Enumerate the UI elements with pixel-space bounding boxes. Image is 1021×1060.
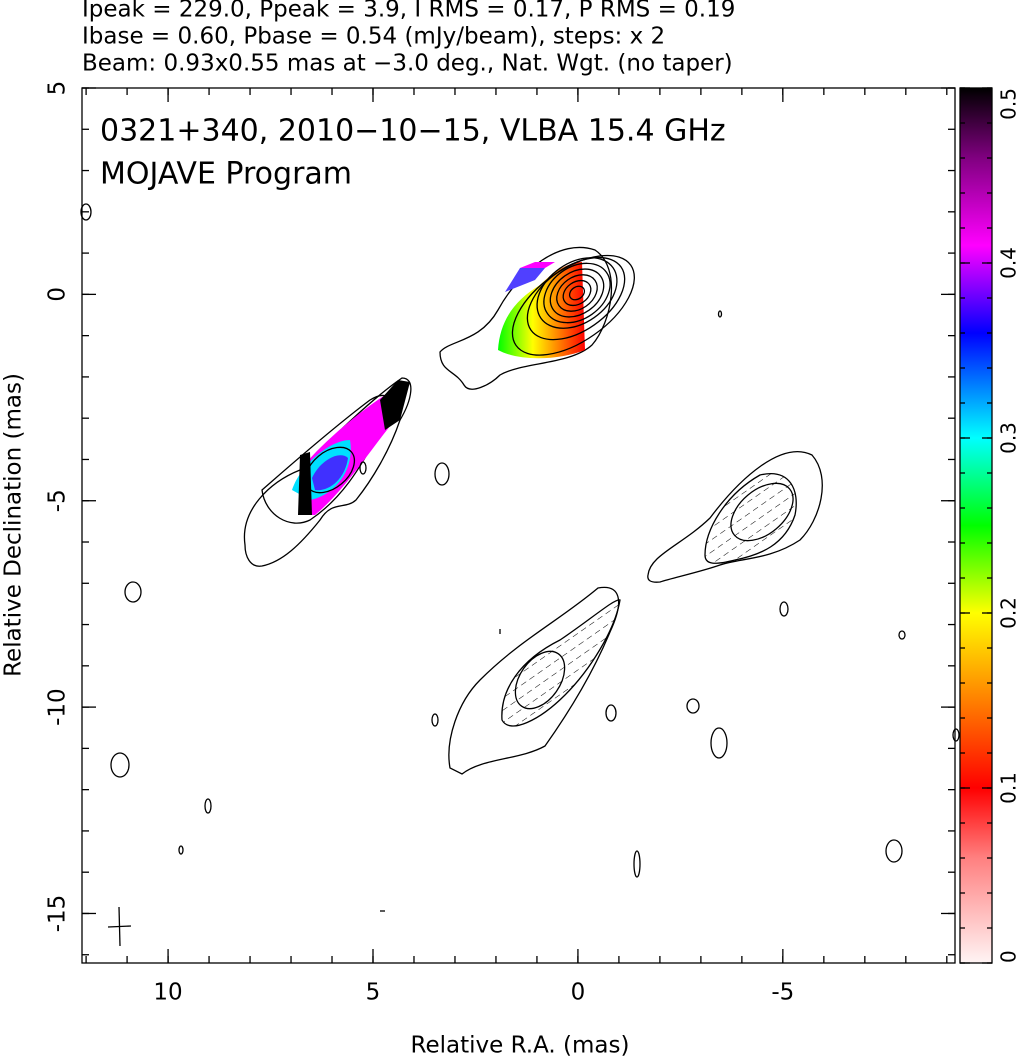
contour	[304, 446, 356, 494]
polarization-patch	[298, 452, 312, 515]
map-title: 0321+340, 2010−10−15, VLBA 15.4 GHz	[100, 114, 726, 149]
contour	[556, 274, 598, 312]
contour	[710, 727, 728, 759]
contour	[448, 586, 620, 775]
y-tick-label: 5	[45, 81, 71, 96]
contour	[647, 451, 823, 583]
hatched-region	[704, 473, 797, 564]
y-axis-label: Relative Declination (mas)	[1, 373, 27, 677]
contour	[717, 310, 723, 318]
header-line: Ibase = 0.60, Pbase = 0.54 (mJy/beam), s…	[82, 24, 665, 50]
map-subtitle: MOJAVE Program	[100, 157, 352, 192]
x-tick-label: 5	[366, 980, 381, 1006]
polarization-patch	[505, 268, 545, 292]
contour	[434, 462, 450, 486]
header-line: Ipeak = 229.0, Ppeak = 3.9, I RMS = 0.17…	[82, 0, 735, 23]
emission-map	[80, 203, 960, 947]
contour	[633, 850, 641, 878]
header: Ipeak = 229.0, Ppeak = 3.9, I RMS = 0.17…	[82, 0, 735, 77]
contour	[526, 256, 626, 341]
y-tick-label: -15	[45, 895, 71, 933]
colorbar-tick-label: 0	[997, 950, 1021, 963]
contour	[952, 728, 960, 742]
contour	[514, 650, 566, 710]
x-tick-label: 10	[153, 980, 182, 1006]
contour	[605, 704, 617, 722]
x-tick-label: 0	[571, 980, 586, 1006]
contour	[110, 752, 130, 778]
colorbar-tick-label: 0.1	[997, 772, 1021, 804]
contour	[124, 581, 142, 603]
beam	[107, 906, 132, 947]
contour	[885, 839, 903, 863]
contour	[543, 262, 611, 324]
hatched-region	[501, 599, 621, 727]
colorbar-tick-label: 0.5	[997, 88, 1021, 120]
contour	[898, 630, 906, 640]
contour	[80, 203, 92, 221]
x-axis-label: Relative R.A. (mas)	[411, 1033, 630, 1059]
colorbar-tick-label: 0.3	[997, 422, 1021, 454]
plot-frame	[81, 87, 956, 964]
contour	[568, 285, 586, 301]
contour	[431, 713, 439, 727]
y-tick-label: -10	[45, 688, 71, 726]
contour	[359, 461, 367, 475]
y-tick-label: 0	[45, 287, 71, 302]
polarization-patch	[520, 262, 555, 268]
noise-contours	[80, 203, 960, 912]
core-contours	[511, 254, 635, 356]
contour	[549, 268, 605, 318]
colorbar-tick-label: 0.2	[997, 597, 1021, 629]
colorbar-tick-label: 0.4	[997, 247, 1021, 279]
y-tick-label: -5	[45, 489, 71, 512]
contour	[730, 482, 794, 542]
polarization-patch	[312, 455, 348, 491]
contour	[204, 798, 212, 814]
contour	[779, 601, 789, 617]
header-line: Beam: 0.93x0.55 mas at −3.0 deg., Nat. W…	[82, 51, 733, 77]
polarization-patch	[380, 380, 410, 430]
contour	[178, 845, 184, 855]
contour	[562, 279, 592, 307]
beam-axis	[107, 925, 132, 928]
contour	[686, 698, 700, 714]
colorbar	[959, 87, 993, 964]
x-tick-label: -5	[771, 980, 794, 1006]
plot-titles: 0321+340, 2010−10−15, VLBA 15.4 GHz MOJA…	[100, 114, 726, 192]
polarization-patch	[498, 262, 585, 359]
contour	[536, 257, 618, 329]
